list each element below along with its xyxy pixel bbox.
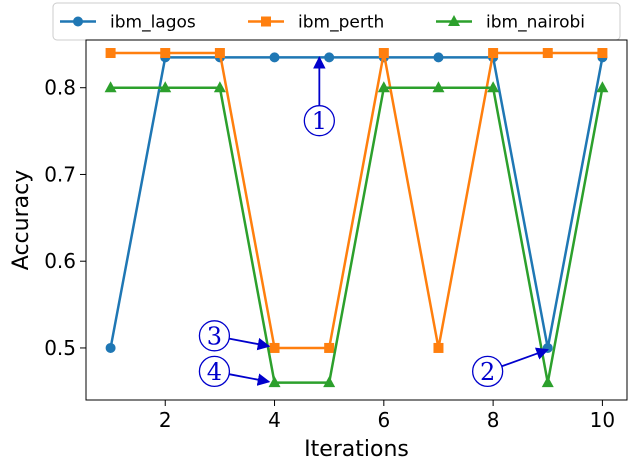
- data-point-ibm_lagos: [324, 52, 335, 63]
- series-ibm_nairobi: [104, 81, 609, 388]
- annotation-circle: [472, 355, 504, 388]
- annotation-label: 3: [207, 322, 222, 350]
- annotation-4: 4: [198, 355, 271, 388]
- y-tick-label: 0.7: [44, 162, 76, 186]
- data-point-ibm_perth: [214, 48, 225, 59]
- annotation-label: 2: [480, 358, 495, 386]
- data-point-ibm_nairobi: [487, 81, 500, 93]
- annotation-circle: [198, 355, 231, 388]
- y-tick-label: 0.6: [44, 249, 76, 273]
- data-point-ibm_nairobi: [432, 81, 445, 93]
- series-line-ibm_nairobi: [110, 86, 604, 384]
- data-point-ibm_perth: [542, 48, 553, 59]
- annotation-3: 3: [198, 320, 271, 352]
- data-point-ibm_nairobi: [596, 81, 609, 93]
- plot-area: [85, 39, 628, 401]
- y-axis-label: Accuracy: [9, 170, 34, 270]
- data-point-ibm_perth: [324, 342, 335, 353]
- x-axis: 2 4 6 8 10: [159, 400, 615, 432]
- data-point-ibm_nairobi: [323, 376, 336, 388]
- data-point-ibm_lagos: [433, 52, 444, 63]
- data-point-ibm_perth: [488, 48, 499, 59]
- annotation-2: 2: [472, 347, 549, 388]
- y-tick-label: 0.8: [44, 76, 76, 100]
- x-tick-label: 2: [159, 408, 172, 432]
- y-tick-label: 0.5: [44, 336, 76, 360]
- data-point-ibm_nairobi: [541, 376, 554, 388]
- data-point-ibm_nairobi: [159, 81, 172, 93]
- annotation-circle: [198, 320, 231, 352]
- data-point-ibm_perth: [105, 48, 116, 59]
- x-tick-label: 10: [590, 408, 615, 432]
- legend-marker-ibm_perth: [261, 16, 271, 27]
- series-line-ibm_lagos: [109, 56, 604, 350]
- x-tick-label: 4: [268, 408, 281, 432]
- annotation-label: 1: [312, 107, 327, 135]
- data-point-ibm_lagos: [269, 52, 280, 63]
- annotation-arrow: [501, 347, 549, 368]
- annotation-arrow: [228, 337, 271, 351]
- legend-label-ibm_nairobi: ibm_nairobi: [486, 13, 585, 33]
- data-point-ibm_perth: [433, 342, 444, 353]
- data-point-ibm_nairobi: [268, 376, 281, 388]
- x-tick-label: 6: [377, 408, 390, 432]
- legend: ibm_lagos ibm_perth ibm_nairobi: [52, 2, 621, 41]
- legend-marker-ibm_lagos: [73, 16, 83, 27]
- annotation-arrow: [228, 373, 271, 386]
- plot-frame: [85, 39, 628, 401]
- data-point-ibm_lagos: [105, 342, 116, 353]
- data-point-ibm_nairobi: [377, 81, 390, 93]
- data-point-ibm_perth: [378, 48, 389, 59]
- annotation-circle: [303, 105, 335, 137]
- data-point-ibm_nairobi: [213, 81, 226, 93]
- data-point-ibm_perth: [269, 342, 280, 353]
- legend-marker-ibm_nairobi: [448, 15, 460, 26]
- annotations: 1 2 3 4: [198, 56, 549, 388]
- legend-label-ibm_lagos: ibm_lagos: [110, 13, 196, 33]
- annotation-label: 4: [207, 358, 222, 386]
- annotation-1: 1: [303, 56, 335, 137]
- y-axis: 0.5 0.6 0.7 0.8: [44, 76, 86, 360]
- legend-label-ibm_perth: ibm_perth: [298, 13, 384, 33]
- data-point-ibm_perth: [597, 48, 608, 59]
- data-point-ibm_perth: [160, 48, 171, 59]
- series-line-ibm_perth: [110, 51, 603, 350]
- data-point-ibm_nairobi: [104, 81, 117, 93]
- x-tick-label: 8: [487, 408, 500, 432]
- x-axis-label: Iterations: [304, 437, 409, 462]
- series-ibm_perth: [105, 48, 608, 353]
